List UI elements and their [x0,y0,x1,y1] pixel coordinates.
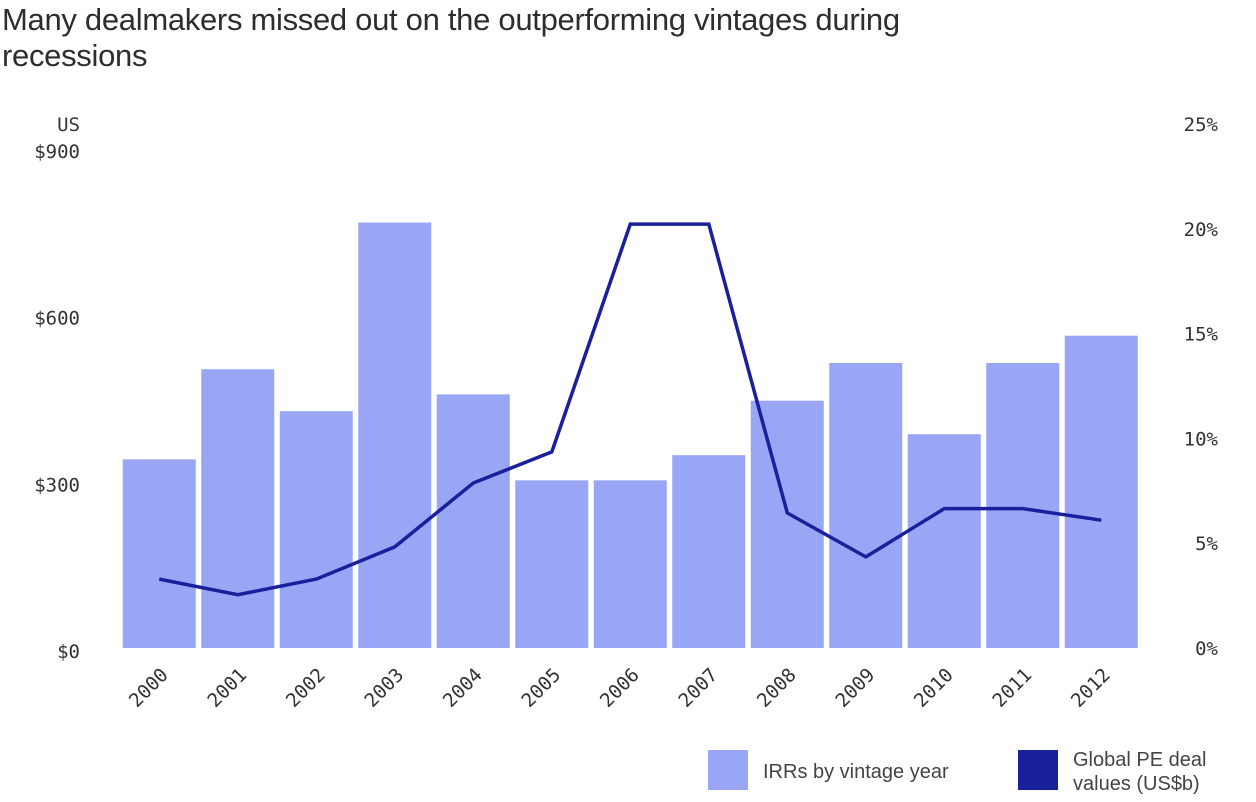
bar-2006 [593,480,667,648]
left-axis-tick: $0 [57,641,80,663]
bar-2005 [515,480,589,648]
bar-2012 [1064,335,1138,648]
left-axis-tick: $300 [34,474,80,496]
bar-2000 [122,459,196,648]
right-axis-tick: 5% [1195,533,1218,555]
left-axis-unit-label: US [57,114,80,136]
x-axis-tick-2001: 2001 [203,664,251,712]
x-axis-tick-2006: 2006 [596,664,644,712]
x-axis-tick-2012: 2012 [1067,664,1115,712]
legend-swatch-irr [708,750,748,790]
x-axis-tick-2008: 2008 [753,664,801,712]
legend: IRRs by vintage year Global PE deal valu… [706,742,1246,802]
x-axis-tick-2002: 2002 [282,664,330,712]
x-axis-tick-2003: 2003 [360,664,408,712]
right-axis-tick: 0% [1195,638,1218,660]
x-axis-tick-2009: 2009 [831,664,879,712]
right-axis-tick: 15% [1184,324,1219,346]
legend-label-deal-values: Global PE deal values (US$b) [1073,749,1207,795]
chart-title: Many dealmakers missed out on the outper… [2,2,900,73]
bar-2004 [436,394,510,648]
right-axis-tick: 10% [1184,428,1219,450]
bar-2010 [907,434,981,648]
x-axis-tick-2000: 2000 [125,664,173,712]
bar-2008 [750,400,824,648]
left-axis-tick: $900 [34,141,80,163]
x-axis-tick-2007: 2007 [674,664,722,712]
x-axis-tick-2005: 2005 [517,664,565,712]
bar-2001 [201,369,275,648]
x-axis-tick-2004: 2004 [439,664,487,712]
x-axis-tick-2010: 2010 [910,664,958,712]
bar-2009 [829,362,903,648]
x-axis-tick-2011: 2011 [988,664,1036,712]
right-axis-tick: 20% [1184,219,1219,241]
bar-2011 [986,362,1060,648]
legend-swatch-deal-values [1018,750,1058,790]
line-series-global-pe-deal-values [158,222,1102,597]
left-axis-tick: $600 [34,308,80,330]
legend-label-irr: IRRs by vintage year [763,761,949,783]
right-axis-tick: 25% [1184,114,1219,136]
bar-2003 [358,222,432,648]
bar-2002 [279,411,353,648]
bar-2007 [672,455,746,648]
